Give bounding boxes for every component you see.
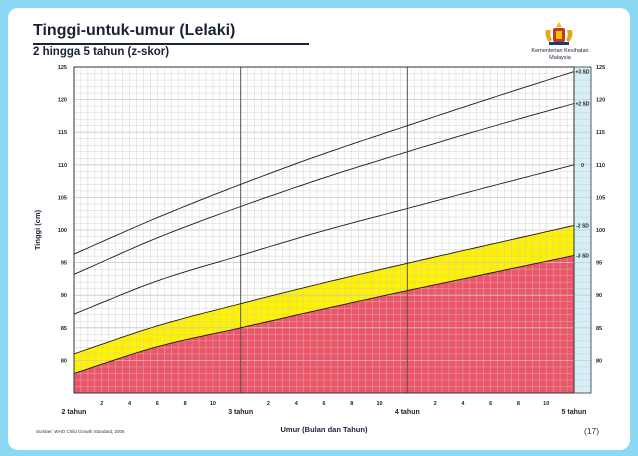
ministry-label: Kementerian Kesihatan Malaysia (520, 48, 600, 62)
x-tick-month-label: 6 (322, 401, 325, 407)
chart-title: Tinggi-untuk-umur (Lelaki) (33, 22, 236, 39)
coat-of-arms-icon (545, 22, 573, 45)
x-tick-month-label: 8 (517, 401, 520, 407)
x-tick-month-label: 8 (184, 401, 187, 407)
y-tick-label-right: 120 (596, 98, 605, 104)
x-tick-month-label: 4 (128, 401, 132, 407)
curve-label: +3 SD (575, 70, 589, 76)
y-tick-label: 95 (61, 261, 67, 267)
curve-label: -2 SD (576, 223, 589, 229)
x-tick-month-label: 2 (100, 401, 103, 407)
label-layer: +3 SD +2 SD 0 -2 SD -3 SD 80 80 85 85 90 90 95 95 100… (33, 65, 605, 434)
x-tick-month-label: 4 (461, 401, 465, 407)
curve-label: 0 (581, 163, 584, 169)
curve-label: -3 SD (576, 253, 589, 259)
y-tick-label: 85 (61, 326, 67, 332)
zscore-curve (73, 103, 575, 275)
grid-layer (73, 66, 592, 394)
x-tick-year-label: 2 tahun (62, 409, 87, 416)
y-tick-label-right: 85 (596, 326, 602, 332)
x-tick-month-label: 10 (543, 401, 549, 407)
title-underline (33, 43, 309, 45)
ministry-line-1: Kementerian Kesihatan (531, 48, 589, 54)
zscore-curve (73, 164, 575, 315)
zscore-curve (73, 224, 575, 355)
x-tick-month-label: 10 (376, 401, 382, 407)
x-tick-month-label: 8 (350, 401, 353, 407)
x-tick-year-label: 5 tahun (562, 409, 587, 416)
strip-frame (573, 66, 592, 394)
zscore-curve (73, 71, 575, 255)
curve-layer (73, 71, 575, 374)
x-tick-year-label: 3 tahun (228, 409, 253, 416)
y-tick-label-right: 105 (596, 195, 605, 201)
y-tick-label: 120 (58, 98, 67, 104)
y-tick-label: 115 (58, 130, 67, 136)
zscore-curve (73, 254, 575, 374)
x-tick-month-label: 2 (267, 401, 270, 407)
source-note: Sumber: WHO Child Growth Standard, 2006 (36, 429, 125, 434)
y-tick-label-right: 110 (596, 163, 605, 169)
y-axis-title: Tinggi (cm) (33, 209, 42, 250)
y-tick-label: 90 (61, 293, 67, 299)
y-tick-label: 80 (61, 358, 67, 364)
y-tick-label-right: 100 (596, 228, 605, 234)
curve-label: +2 SD (575, 102, 589, 108)
y-tick-label: 125 (58, 65, 67, 71)
y-tick-label-right: 95 (596, 261, 602, 267)
x-tick-month-label: 6 (489, 401, 492, 407)
ministry-line-2: Malaysia (549, 55, 571, 62)
y-tick-label: 110 (58, 163, 67, 169)
y-tick-label: 105 (58, 195, 67, 201)
y-tick-label-right: 125 (596, 65, 605, 71)
y-tick-label: 100 (58, 228, 67, 234)
x-tick-month-label: 2 (434, 401, 437, 407)
y-tick-label-right: 80 (596, 358, 602, 364)
page-number: (17) (584, 426, 600, 436)
x-tick-month-label: 10 (210, 401, 216, 407)
y-tick-label-right: 115 (596, 130, 605, 136)
x-axis-title: Umur (Bulan dan Tahun) (281, 425, 368, 434)
x-tick-year-label: 4 tahun (395, 409, 420, 416)
chart-subtitle: 2 hingga 5 tahun (z-skor) (33, 46, 170, 58)
x-tick-month-label: 6 (156, 401, 159, 407)
x-tick-month-label: 4 (295, 401, 299, 407)
y-tick-label-right: 90 (596, 293, 602, 299)
